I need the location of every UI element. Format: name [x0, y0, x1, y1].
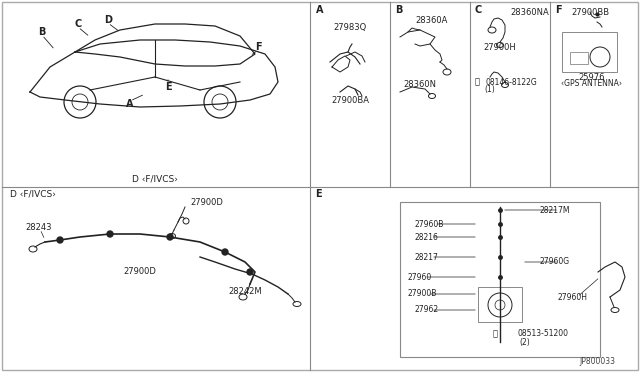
Text: D: D	[104, 15, 112, 25]
Text: C: C	[74, 19, 82, 29]
Text: 27900D: 27900D	[124, 267, 156, 276]
Text: 27900BA: 27900BA	[331, 96, 369, 105]
Text: 27960H: 27960H	[558, 292, 588, 301]
Text: Ⓢ: Ⓢ	[493, 330, 497, 339]
Bar	[562, 32, 617, 72]
Text: 28217: 28217	[415, 253, 439, 262]
Circle shape	[222, 249, 228, 255]
Text: (1): (1)	[484, 84, 495, 93]
Text: 28216: 28216	[415, 232, 439, 241]
Text: C: C	[475, 5, 483, 15]
Text: 28360N: 28360N	[403, 80, 436, 89]
Text: 27962: 27962	[415, 305, 439, 314]
Text: A: A	[126, 99, 134, 109]
Text: Ⓢ: Ⓢ	[474, 77, 479, 87]
Text: 27900H: 27900H	[483, 42, 516, 51]
Text: (2): (2)	[520, 337, 531, 346]
Text: 28243: 28243	[25, 222, 51, 231]
Text: 27900BB: 27900BB	[571, 7, 609, 16]
Text: 27900B: 27900B	[408, 289, 437, 298]
Text: 27960B: 27960B	[415, 219, 444, 228]
Circle shape	[167, 234, 173, 240]
Circle shape	[57, 237, 63, 243]
Text: B: B	[38, 27, 45, 37]
Text: 08146-8122G: 08146-8122G	[486, 77, 538, 87]
Text: 28242M: 28242M	[228, 288, 262, 296]
Text: 28217M: 28217M	[540, 205, 570, 215]
Text: 27960: 27960	[408, 273, 432, 282]
Text: JP800033: JP800033	[579, 357, 615, 366]
Text: 08513-51200: 08513-51200	[518, 330, 569, 339]
Text: 28360A: 28360A	[415, 16, 447, 25]
Text: 28360NA: 28360NA	[510, 7, 548, 16]
Text: D ‹F/IVCS›: D ‹F/IVCS›	[132, 174, 178, 183]
Text: 25976: 25976	[579, 73, 605, 81]
Text: A: A	[316, 5, 323, 15]
Text: F: F	[255, 42, 261, 52]
Text: D ‹F/IVCS›: D ‹F/IVCS›	[10, 189, 56, 199]
Text: 27900D: 27900D	[190, 198, 223, 206]
Text: E: E	[315, 189, 322, 199]
Bar	[478, 287, 522, 322]
Text: E: E	[164, 82, 172, 92]
Text: F: F	[555, 5, 562, 15]
Text: 27983Q: 27983Q	[333, 22, 367, 32]
Text: ‹GPS ANTENNA›: ‹GPS ANTENNA›	[561, 78, 623, 87]
Text: B: B	[395, 5, 403, 15]
Bar	[570, 52, 588, 64]
Circle shape	[247, 269, 253, 275]
Bar	[400, 202, 600, 357]
Circle shape	[107, 231, 113, 237]
Text: 27960G: 27960G	[540, 257, 570, 266]
